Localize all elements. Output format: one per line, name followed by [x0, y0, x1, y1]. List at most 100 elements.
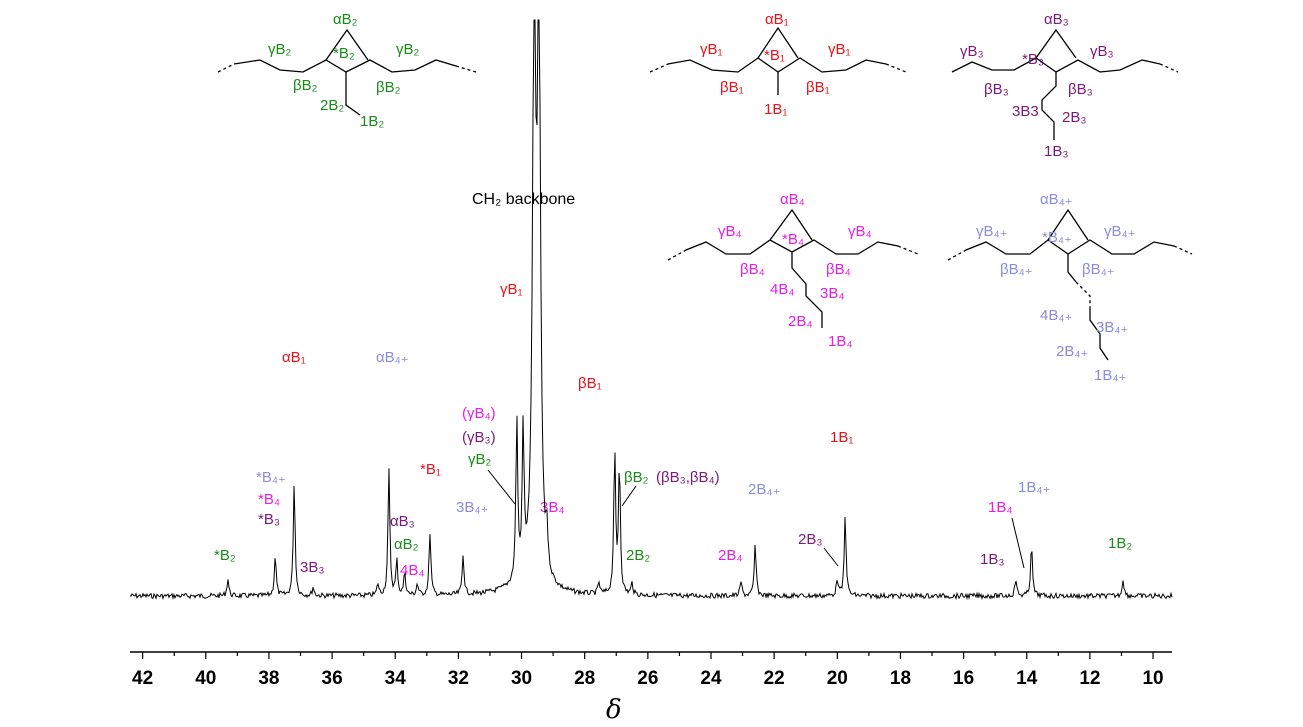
b3-beta-right-label: βB₃	[1068, 81, 1093, 98]
b4-beta-left-label: βB₄	[740, 261, 765, 278]
peak-label-2B4plus: 2B₄₊	[748, 481, 780, 498]
x-tick-label: 26	[637, 668, 658, 689]
peak-label-gB1: γB₁	[500, 281, 523, 298]
peak-label-1B1: 1B₁	[830, 429, 853, 446]
b4p-c2-label: 2B₄₊	[1056, 343, 1088, 360]
b1-gamma-left-label: γB₁	[700, 41, 723, 58]
b3-c2-label: 2B₃	[1062, 109, 1086, 126]
peak-label-4B4: 4B₄	[400, 562, 424, 579]
spectrum-trace	[129, 19, 1173, 601]
spectrum-peak	[429, 532, 431, 534]
spectrum-peak	[1030, 544, 1032, 546]
b3-gamma-right-label: γB₃	[1090, 43, 1114, 60]
b4p-gamma-left-label: γB₄₊	[976, 223, 1008, 240]
b2-gamma-right-label: γB₂	[396, 41, 420, 58]
x-tick-label: 24	[700, 668, 722, 689]
b2-c2-label: 2B₂	[320, 97, 344, 114]
b2-star-label: *B₂	[333, 45, 355, 62]
b4p-beta-left-label: βB₄₊	[1000, 261, 1033, 278]
b2-c1-label: 1B₂	[360, 113, 384, 130]
x-tick-label: 34	[385, 668, 407, 689]
b1-beta-left-label: βB₁	[720, 79, 744, 96]
peak-label-sB4: *B₄	[258, 491, 280, 508]
peak-label-gB4: (γB₄)	[462, 405, 496, 422]
spectrum-peak	[1015, 578, 1017, 580]
b3-c1-label: 1B₃	[1044, 143, 1068, 160]
spectrum-peak	[844, 515, 846, 517]
b4p-c3-label: 3B₄₊	[1096, 319, 1128, 336]
b4-beta-right-label: βB₄	[826, 261, 851, 278]
x-tick-label: 38	[258, 668, 279, 689]
peak-label-gB2: γB₂	[468, 451, 492, 468]
x-tick-label: 18	[890, 668, 911, 689]
b4p-star-label: *B₄₊	[1042, 229, 1072, 246]
peak-label-bB34: (βB₃,βB₄)	[656, 469, 720, 486]
x-tick-label: 36	[322, 668, 343, 689]
x-tick-label: 40	[195, 668, 216, 689]
b3-alpha-label: αB₃	[1044, 11, 1069, 28]
x-axis: 42 40 38 36 34 32 30 28 26 24 22 20 18 16 14 12 10	[130, 651, 1172, 689]
b4-c2-label: 2B₄	[788, 313, 812, 330]
backbone-label: CH₂ backbone	[472, 191, 575, 208]
x-tick-label: 16	[953, 668, 974, 689]
x-tick-label: 20	[827, 668, 848, 689]
spectrum-peak	[618, 464, 620, 466]
structure-b2: αB₂ *B₂ γB₂ γB₂ βB₂ βB₂ 2B₂ 1B₂	[217, 11, 477, 130]
peak-label-3B4plus: 3B₄₊	[456, 499, 488, 516]
peak-label-1B4plus: 1B₄₊	[1018, 479, 1050, 496]
b2-beta-left-label: βB₂	[293, 77, 318, 94]
x-tick-label: 30	[511, 668, 532, 689]
b4-gamma-left-label: γB₄	[718, 223, 742, 240]
peak-label-bB1: βB₁	[578, 375, 602, 392]
structure-b1: αB₁ *B₁ γB₁ γB₁ βB₁ βB₁ 1B₁	[649, 11, 907, 118]
b1-gamma-right-label: γB₁	[828, 41, 851, 58]
b4p-beta-right-label: βB₄₊	[1082, 261, 1115, 278]
b3-c3-label: 3B3	[1012, 103, 1039, 120]
peak-label-bB2: βB₂	[624, 469, 649, 486]
spectrum-peak	[1122, 578, 1124, 580]
x-tick-label: 14	[1016, 668, 1038, 689]
peak-leader-1B4	[1011, 517, 1025, 569]
structure-b4: αB₄ *B₄ γB₄ γB₄ βB₄ βB₄ 4B₄ 3B₄ 2B₄ 1B₄	[667, 191, 919, 350]
spectrum-peak	[293, 481, 295, 483]
b3-star-label: *B₃	[1022, 51, 1044, 68]
b1-alpha-label: αB₁	[765, 11, 789, 28]
peak-label-1B4: 1B₄	[988, 499, 1012, 516]
x-tick-label: 22	[764, 668, 785, 689]
b4-c1-label: 1B₄	[828, 333, 852, 350]
b4-gamma-right-label: γB₄	[848, 223, 872, 240]
peak-label-2B3: 2B₃	[798, 531, 822, 548]
x-tick-label: 12	[1079, 668, 1100, 689]
b4-star-label: *B₄	[782, 231, 804, 248]
b4p-c4-label: 4B₄₊	[1040, 307, 1072, 324]
x-axis-title: δ	[606, 695, 622, 725]
peak-label-1B2: 1B₂	[1108, 535, 1132, 552]
spectrum-peak	[546, 555, 548, 557]
x-tick-label: 28	[574, 668, 595, 689]
b4p-alpha-label: αB₄₊	[1040, 191, 1073, 208]
b2-beta-right-label: βB₂	[376, 79, 401, 96]
spectrum-peak	[274, 555, 276, 557]
peak-label-gB3: (γB₃)	[462, 429, 496, 446]
b4-c4-label: 4B₄	[770, 281, 794, 298]
peak-label-aB4plus: αB₄₊	[376, 349, 409, 366]
b2-gamma-left-label: γB₂	[268, 41, 292, 58]
b4p-gamma-right-label: γB₄₊	[1104, 223, 1136, 240]
x-tick-label: 10	[1142, 668, 1163, 689]
structure-b4plus: αB₄₊ *B₄₊ γB₄₊ γB₄₊ βB₄₊ βB₄₊ 4B₄₊ 3B₄₊ …	[947, 191, 1193, 384]
peak-label-sB4plus: *B₄₊	[256, 469, 286, 486]
peak-label-aB1: αB₁	[282, 349, 306, 366]
spectrum-layer	[129, 19, 1173, 601]
b4p-c1-label: 1B₄₊	[1094, 367, 1126, 384]
structure-b3: αB₃ *B₃ γB₃ γB₃ βB₃ βB₃ 3B3 2B₃ 1B₃	[951, 11, 1179, 160]
b1-star-label: *B₁	[764, 47, 785, 64]
b4-alpha-label: αB₄	[780, 191, 805, 208]
peak-annotations: CH₂ backbone αB₁ αB₄₊ γB₁ βB₁ 1B₁ *B₄₊ *…	[214, 191, 1132, 579]
peak-leader-gB2	[487, 469, 516, 505]
b1-c1-label: 1B₁	[764, 101, 787, 118]
peak-label-2B2: 2B₂	[626, 547, 650, 564]
peak-label-3B4: 3B₄	[540, 499, 564, 516]
peak-label-aB3: αB₃	[390, 513, 415, 530]
peak-label-1B3: 1B₃	[980, 551, 1004, 568]
